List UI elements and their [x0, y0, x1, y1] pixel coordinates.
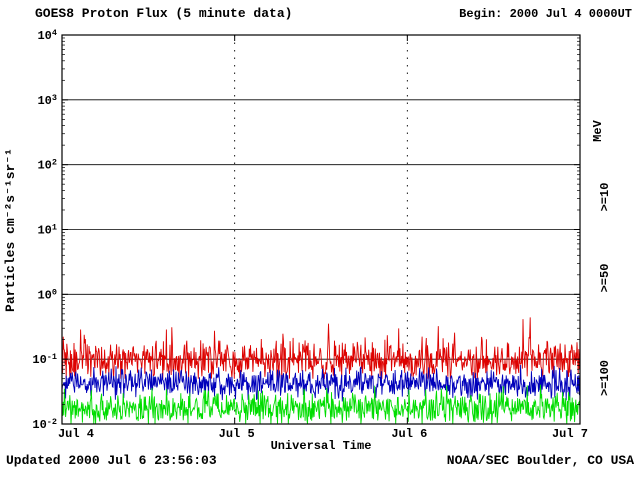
- series-ge50-line: [61, 364, 581, 402]
- begin-timestamp: Begin: 2000 Jul 4 0000UT: [459, 7, 632, 21]
- legend-ge10: >=10: [598, 183, 612, 212]
- right-axis-unit-label: MeV: [591, 119, 605, 141]
- updated-timestamp: Updated 2000 Jul 6 23:56:03: [6, 453, 217, 468]
- x-axis-tick-labels: Jul 4 Jul 5 Jul 6 Jul 7: [58, 427, 588, 441]
- y-axis-title: Particles cm⁻²s⁻¹sr⁻¹: [3, 148, 18, 312]
- series-ge10-line: [61, 317, 581, 380]
- gridlines: [62, 35, 580, 424]
- x-tick-label: Jul 6: [391, 427, 427, 441]
- x-tick-label: Jul 4: [58, 427, 94, 441]
- x-axis-title: Universal Time: [271, 439, 372, 453]
- axis-ticks: [61, 34, 581, 425]
- legend-ge100: >=100: [598, 360, 612, 396]
- x-tick-label: Jul 7: [552, 427, 588, 441]
- data-series: [61, 317, 581, 425]
- series-ge100-line: [61, 384, 581, 425]
- legend-ge50: >=50: [598, 264, 612, 293]
- source-credit: NOAA/SEC Boulder, CO USA: [447, 453, 634, 468]
- chart-title: GOES8 Proton Flux (5 minute data): [35, 6, 292, 21]
- x-tick-label: Jul 5: [219, 427, 255, 441]
